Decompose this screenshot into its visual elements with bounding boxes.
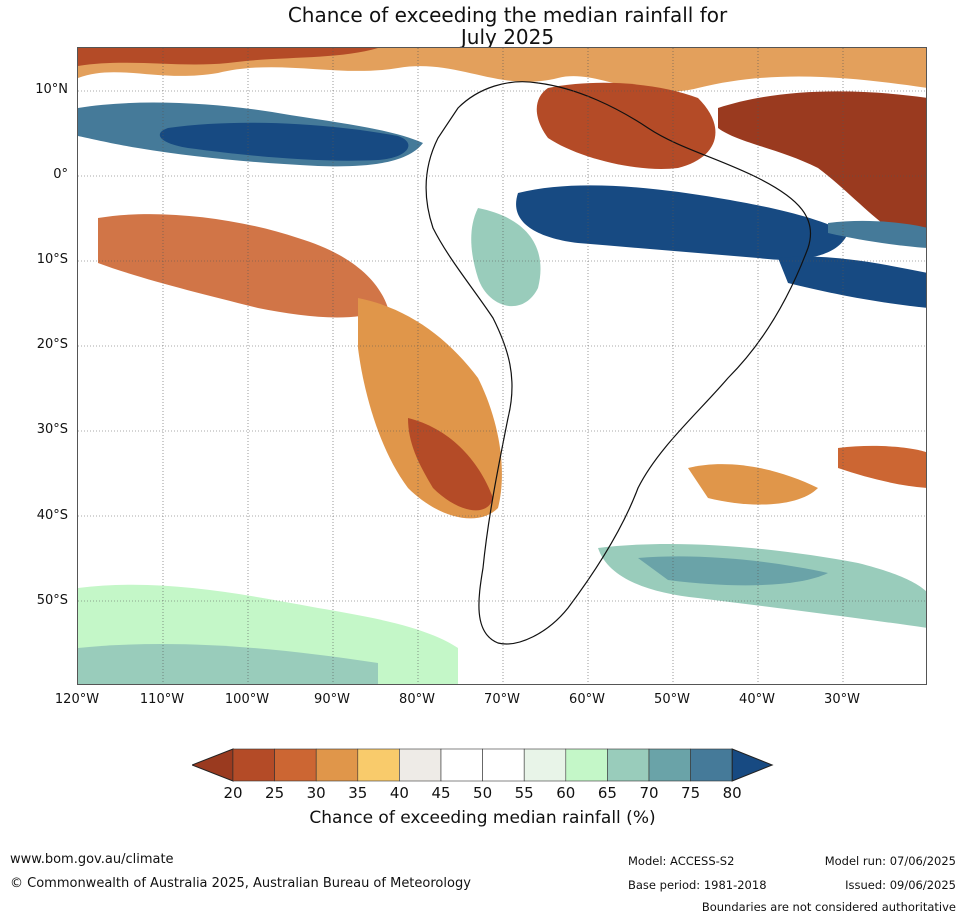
footer-model: Model: ACCESS-S2: [628, 854, 735, 868]
footer-copyright: © Commonwealth of Australia 2025, Austra…: [10, 876, 471, 891]
lon-label-80w: 80°W: [399, 692, 435, 707]
lon-label-100w: 100°W: [224, 692, 270, 707]
footer-model-run: Model run: 07/06/2025: [824, 854, 956, 868]
colorbar-tick-label: 80: [722, 784, 742, 802]
colorbar-tick-label: 35: [348, 784, 368, 802]
colorbar-segment: [523, 748, 567, 782]
colorbar: [190, 748, 774, 782]
colorbar-segment: [607, 748, 650, 782]
lon-label-120w: 120°W: [54, 692, 100, 707]
footer-issued: Issued: 09/06/2025: [845, 878, 956, 892]
colorbar-over-arrow: [731, 748, 774, 782]
lat-label-10n: 10°N: [35, 82, 68, 97]
rainfall-map: [77, 47, 927, 685]
colorbar-segment: [648, 748, 691, 782]
lon-label-30w: 30°W: [824, 692, 860, 707]
colorbar-tick-label: 45: [431, 784, 451, 802]
colorbar-segment: [274, 748, 317, 782]
colorbar-segment: [690, 748, 733, 782]
colorbar-tick-label: 60: [556, 784, 576, 802]
colorbar-graphic: [190, 748, 774, 782]
lat-label-0: 0°: [53, 167, 68, 182]
lon-label-90w: 90°W: [314, 692, 350, 707]
lat-label-40s: 40°S: [36, 508, 68, 523]
lon-label-110w: 110°W: [139, 692, 185, 707]
colorbar-tick-label: 70: [639, 784, 659, 802]
colorbar-segment: [565, 748, 608, 782]
colorbar-tick-label: 30: [306, 784, 326, 802]
footer-base-period: Base period: 1981-2018: [628, 878, 767, 892]
colorbar-segment: [232, 748, 275, 782]
colorbar-tick-label: 75: [681, 784, 701, 802]
lat-label-30s: 30°S: [36, 422, 68, 437]
lon-label-50w: 50°W: [654, 692, 690, 707]
colorbar-tick-label: 25: [265, 784, 285, 802]
footer-website: www.bom.gov.au/climate: [10, 852, 174, 867]
colorbar-tick-label: 65: [597, 784, 617, 802]
lon-label-60w: 60°W: [569, 692, 605, 707]
map-title: Chance of exceeding the median rainfall …: [0, 4, 965, 48]
map-canvas: [78, 48, 926, 684]
title-line-2: July 2025: [460, 25, 555, 49]
footer-disclaimer: Boundaries are not considered authoritat…: [701, 900, 956, 914]
colorbar-tick-label: 40: [389, 784, 409, 802]
lon-label-40w: 40°W: [739, 692, 775, 707]
lat-label-50s: 50°S: [36, 593, 68, 608]
colorbar-tick-label: 20: [223, 784, 243, 802]
colorbar-segment: [357, 748, 400, 782]
colorbar-under-arrow: [190, 748, 234, 782]
colorbar-tick-label: 55: [514, 784, 534, 802]
colorbar-title: Chance of exceeding median rainfall (%): [309, 808, 656, 828]
colorbar-segment: [482, 748, 525, 782]
title-line-1: Chance of exceeding the median rainfall …: [287, 3, 728, 27]
lat-label-10s: 10°S: [36, 252, 68, 267]
colorbar-segment: [399, 748, 442, 782]
colorbar-segment: [440, 748, 483, 782]
lat-label-20s: 20°S: [36, 337, 68, 352]
colorbar-tick-label: 50: [473, 784, 493, 802]
lon-label-70w: 70°W: [484, 692, 520, 707]
colorbar-segment: [315, 748, 359, 782]
